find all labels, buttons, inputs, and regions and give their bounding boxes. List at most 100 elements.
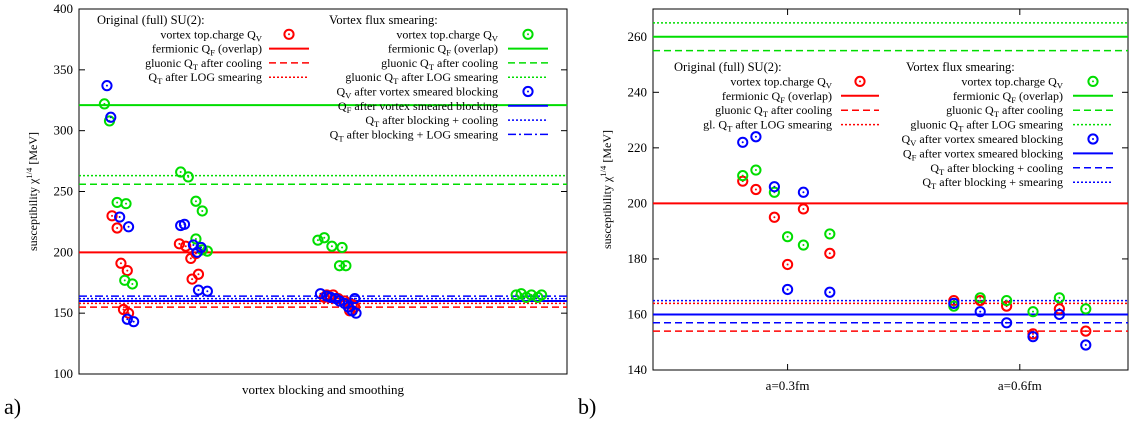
legend-label: gluonic QT after cooling xyxy=(715,103,832,119)
data-point xyxy=(781,283,794,296)
data-point xyxy=(175,166,187,178)
data-point xyxy=(126,278,138,290)
data-point xyxy=(128,316,140,328)
data-point xyxy=(797,186,810,198)
legend-label: vortex top.charge QV xyxy=(396,27,498,43)
legend-title: Original (full) SU(2): xyxy=(97,13,205,27)
data-point xyxy=(173,238,185,250)
data-point xyxy=(318,232,330,244)
data-point xyxy=(349,292,361,305)
legend-symbol xyxy=(283,28,295,40)
legend-label: QT after blocking + cooling xyxy=(365,113,498,129)
data-point xyxy=(182,171,194,183)
data-point xyxy=(797,239,810,251)
data-point xyxy=(1027,331,1039,343)
data-point xyxy=(340,260,352,272)
data-point xyxy=(312,234,324,246)
data-point xyxy=(1027,306,1039,318)
panel-label-b: b) xyxy=(578,394,596,419)
legend-label: QT after blocking + LOG smearing xyxy=(330,127,498,143)
x-tick-label: a=0.6fm xyxy=(998,378,1042,393)
data-point xyxy=(824,247,836,259)
data-point xyxy=(190,195,202,207)
data-point xyxy=(768,181,780,193)
data-point xyxy=(114,211,126,223)
data-point xyxy=(121,313,133,325)
legend: Original (full) SU(2):vortex top.charge … xyxy=(674,60,1113,191)
data-point xyxy=(196,205,208,217)
legend-label: vortex top.charge QV xyxy=(730,74,832,90)
y-tick-label: 200 xyxy=(54,244,74,259)
legend-label: gluonic QT after cooling xyxy=(946,103,1063,119)
data-point xyxy=(201,285,213,297)
legend: Original (full) SU(2):vortex top.charge … xyxy=(97,13,548,143)
data-point xyxy=(122,307,135,319)
legend-label: fermionic QF (overlap) xyxy=(152,42,262,58)
data-point xyxy=(326,240,338,252)
data-point xyxy=(1080,325,1092,337)
data-point xyxy=(105,111,117,123)
y-tick-label: 160 xyxy=(628,306,648,321)
y-tick-label: 220 xyxy=(628,140,648,155)
legend-title: Vortex flux smearing: xyxy=(906,60,1015,74)
data-point xyxy=(824,228,836,240)
legend-label: fermionic QF (overlap) xyxy=(722,89,832,105)
data-point xyxy=(750,131,762,143)
data-point xyxy=(737,136,749,148)
data-point xyxy=(824,286,836,298)
data-point xyxy=(797,203,810,215)
legend-label: QT after blocking + cooling xyxy=(930,161,1063,177)
legend-label: QF after vortex smeared blocking xyxy=(338,99,498,115)
data-point xyxy=(314,288,327,300)
data-point xyxy=(191,246,203,258)
data-point xyxy=(192,268,205,280)
legend-label: QT after LOG smearing xyxy=(148,70,262,86)
y-tick-label: 140 xyxy=(628,362,648,377)
data-point xyxy=(106,210,118,222)
data-point xyxy=(1080,303,1092,315)
data-point xyxy=(1080,339,1092,351)
y-tick-label: 250 xyxy=(54,184,74,199)
panel-label-a: a) xyxy=(4,394,21,419)
y-tick-label: 300 xyxy=(54,123,74,138)
data-point xyxy=(122,221,135,233)
data-point xyxy=(336,241,348,254)
plot-frame xyxy=(652,8,1129,371)
legend-title: Vortex flux smearing: xyxy=(329,13,438,27)
data-point xyxy=(1053,308,1065,321)
legend-label: QF after vortex smeared blocking xyxy=(903,146,1063,162)
data-point xyxy=(180,240,192,252)
data-point xyxy=(974,306,986,318)
legend-label: gluonic QT after LOG smearing xyxy=(910,118,1063,134)
legend-label: fermionic QF (overlap) xyxy=(388,42,498,58)
data-point xyxy=(737,170,749,182)
legend-title: Original (full) SU(2): xyxy=(674,60,782,74)
data-point xyxy=(750,183,762,196)
data-point xyxy=(111,196,123,209)
data-point xyxy=(350,307,362,319)
legend-symbol xyxy=(522,28,534,40)
legend-symbol xyxy=(522,85,534,98)
data-point xyxy=(115,257,127,269)
data-point xyxy=(768,211,780,223)
y-axis-label: susceptibility χ1/4 [MeV] xyxy=(598,130,614,249)
legend-label: QV after vortex smeared blocking xyxy=(336,85,498,101)
data-point xyxy=(98,98,111,110)
legend-label: gl. QT after LOG smearing xyxy=(703,118,832,134)
data-point xyxy=(111,222,123,234)
data-point xyxy=(121,264,133,277)
y-tick-label: 100 xyxy=(54,366,74,381)
legend-label: vortex top.charge QV xyxy=(160,27,262,43)
y-axis-label: susceptibility χ1/4 [MeV] xyxy=(24,132,40,251)
legend-symbol xyxy=(854,75,866,88)
data-point xyxy=(1001,294,1013,307)
data-point xyxy=(178,218,191,230)
data-point xyxy=(333,260,346,272)
data-point xyxy=(781,231,794,243)
data-point xyxy=(186,273,198,285)
y-tick-label: 260 xyxy=(628,29,648,44)
legend-label: gluonic QT after LOG smearing xyxy=(345,70,498,86)
data-point xyxy=(535,289,548,301)
data-point xyxy=(750,164,762,176)
